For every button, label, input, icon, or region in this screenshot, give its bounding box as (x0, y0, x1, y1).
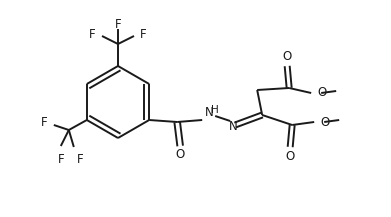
Text: F: F (77, 153, 83, 166)
Text: N: N (205, 107, 213, 120)
Text: O: O (285, 150, 295, 163)
Text: F: F (90, 28, 96, 41)
Text: F: F (140, 28, 147, 41)
Text: O: O (283, 51, 292, 64)
Text: F: F (41, 117, 48, 130)
Text: F: F (115, 18, 121, 31)
Text: O: O (320, 115, 330, 128)
Text: O: O (317, 87, 326, 100)
Text: H: H (211, 105, 219, 115)
Text: F: F (57, 153, 64, 166)
Text: N: N (229, 120, 238, 133)
Text: O: O (176, 148, 185, 161)
